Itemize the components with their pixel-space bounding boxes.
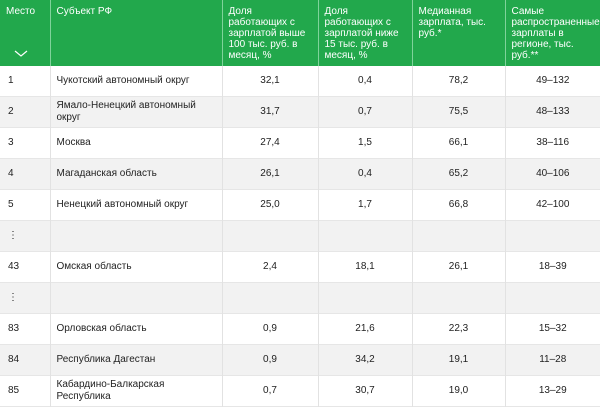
table-cell: Магаданская область: [50, 158, 223, 190]
table-cell: 19,0: [412, 375, 506, 407]
table-cell: 0,4: [318, 66, 413, 97]
table-cell: [222, 220, 319, 252]
table-cell: Ямало-Ненецкий автономный округ: [50, 96, 223, 128]
table-cell: 1,5: [318, 127, 413, 159]
table-cell: 18–39: [538, 261, 567, 272]
table-cell: 25,0: [222, 189, 319, 221]
table-cell: 1: [0, 66, 51, 97]
header-cell: Медианная зарплата, тыс. руб.*: [412, 0, 506, 66]
table-cell: 85: [0, 375, 51, 407]
table-cell: 34,2: [318, 344, 413, 376]
table-cell: 0,9: [222, 313, 319, 345]
table-cell: 65,2: [412, 158, 506, 190]
table-cell: 19,1: [412, 344, 506, 376]
table-cell: 43: [0, 251, 51, 283]
table-cell: Ненецкий автономный округ: [50, 189, 223, 221]
table-cell: 83: [0, 313, 51, 345]
table-cell: 26,1: [222, 158, 319, 190]
table-row: 4 Магаданская область 26,1 0,4 65,2 40–106: [0, 158, 600, 190]
table-cell: 0,7: [318, 96, 413, 128]
table-cell: 1,7: [318, 189, 413, 221]
header-cell: Субъект РФ: [50, 0, 223, 66]
table-cell: 27,4: [222, 127, 319, 159]
table-row: 84 Республика Дагестан 0,9 34,2 19,1 11–28: [0, 344, 600, 376]
table-cell: 5: [0, 189, 51, 221]
table-row: 3 Москва 27,4 1,5 66,1 38–116: [0, 127, 600, 159]
table-cell: 30,7: [318, 375, 413, 407]
table-cell: 21,6: [318, 313, 413, 345]
header-row: Место Субъект РФ Доля работающих с зарплат…: [0, 0, 600, 66]
table-cell: 84: [0, 344, 51, 376]
header-cell[interactable]: Место: [0, 0, 51, 66]
table-cell: 2: [0, 96, 51, 128]
table-cell: 3: [0, 127, 51, 159]
table-cell: 75,5: [412, 96, 506, 128]
table-row: 5 Ненецкий автономный округ 25,0 1,7 66,8 42–…: [0, 189, 600, 221]
table-cell: Москва: [50, 127, 223, 159]
table-cell: ⋮: [0, 220, 51, 252]
table-row: 85 Кабардино-Балкарская Республика 0,7 30,7…: [0, 375, 600, 407]
table-cell: 38–116: [536, 137, 570, 148]
table-cell: Кабардино-Балкарская Республика: [50, 375, 223, 407]
table-cell: Чукотский автономный округ: [50, 66, 223, 97]
table-cell: Республика Дагестан: [50, 344, 223, 376]
table-cell: 11–28: [505, 344, 600, 376]
sort-chevron[interactable]: [14, 50, 28, 58]
table-cell: 66,8: [412, 189, 506, 221]
table-cell: 78,2: [412, 66, 506, 97]
table-row: 83 Орловская область 0,9 21,6 22,3 15–32: [0, 313, 600, 345]
table-cell: 0,7: [222, 375, 319, 407]
table-cell: Омская область: [50, 251, 223, 283]
table-cell: [505, 282, 600, 314]
header-cell: Доля работающих с зарплатой выше 100 тыс…: [222, 0, 319, 66]
table-header: Место Субъект РФ Доля работающих с зарплат…: [0, 0, 600, 66]
header-cell: Доля работающих с зарплатой ниже 15 тыс.…: [318, 0, 413, 66]
table-row: 1 Чукотский автономный округ 32,1 0,4 78,2 49…: [0, 66, 600, 97]
table-cell: Орловская область: [50, 313, 223, 345]
table-cell: 0,9: [222, 344, 319, 376]
table-cell: 13–29: [538, 385, 567, 396]
table-cell: 18,1: [318, 251, 413, 283]
table-cell: [318, 282, 413, 314]
table-cell: 32,1: [222, 66, 319, 97]
table-cell: [50, 282, 223, 314]
table-cell: [412, 282, 506, 314]
table-cell: 2,4: [222, 251, 319, 283]
table-cell: 4: [0, 158, 51, 190]
table-cell: [318, 220, 413, 252]
table-cell: [505, 220, 600, 252]
table-row: ⋮: [0, 282, 600, 314]
table-cell: ⋮: [0, 282, 51, 314]
table-cell: 26,1: [412, 251, 506, 283]
table-cell: 40–106: [505, 158, 600, 190]
table-cell: 31,7: [222, 96, 319, 128]
table-cell: [50, 220, 223, 252]
header-cell: Самые распространенные зарплаты в регион…: [505, 0, 600, 66]
table-cell: 66,1: [412, 127, 506, 159]
table-cell: 42–100: [536, 199, 570, 210]
table-cell: 48–133: [505, 96, 600, 128]
table-cell: 49–132: [536, 75, 570, 86]
table-row: 43 Омская область 2,4 18,1 26,1 18–39: [0, 251, 600, 283]
table-body: 1 Чукотский автономный округ 32,1 0,4 78,2 49…: [0, 66, 600, 407]
table-cell: 15–32: [538, 323, 567, 334]
salary-table: Место Субъект РФ Доля работающих с зарплат…: [0, 0, 600, 407]
table-row: ⋮: [0, 220, 600, 252]
table-row: 2 Ямало-Ненецкий автономный округ 31,7 0,7 7…: [0, 96, 600, 128]
table-cell: 0,4: [318, 158, 413, 190]
table-cell: [412, 220, 506, 252]
table-cell: 22,3: [412, 313, 506, 345]
table-cell: [222, 282, 319, 314]
